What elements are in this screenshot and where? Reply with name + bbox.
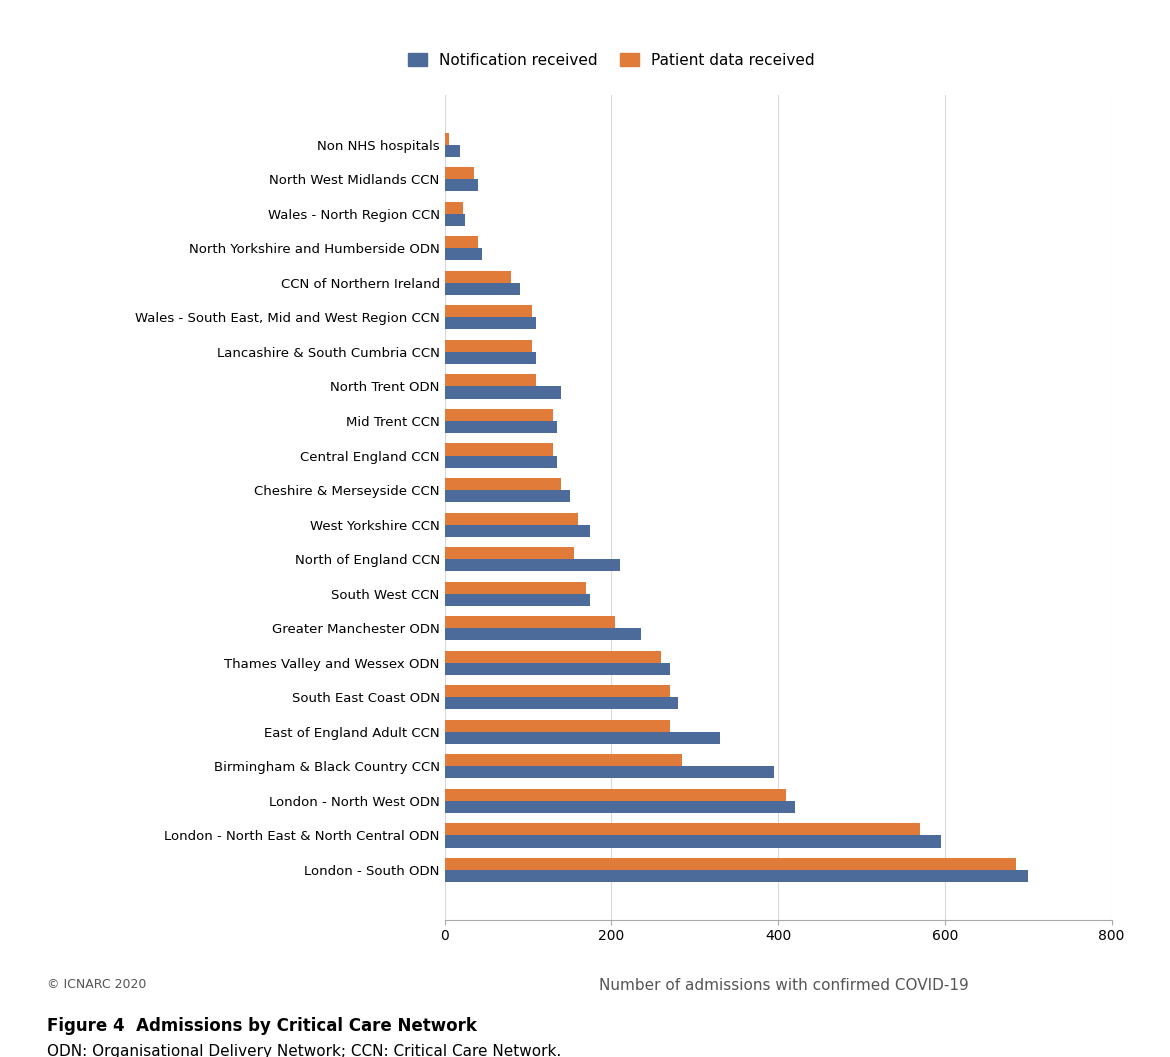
Bar xyxy=(445,685,669,698)
Bar xyxy=(445,490,570,502)
Bar xyxy=(445,180,479,191)
Bar xyxy=(445,214,466,226)
Bar xyxy=(445,444,553,456)
Bar xyxy=(445,581,586,594)
Bar xyxy=(445,456,557,467)
Bar xyxy=(445,248,482,260)
Bar xyxy=(445,663,669,674)
Bar xyxy=(445,317,536,330)
Bar xyxy=(445,374,536,387)
Bar xyxy=(445,858,1016,870)
Bar xyxy=(445,801,794,813)
Bar xyxy=(445,594,591,606)
Bar xyxy=(445,698,679,709)
Text: © ICNARC 2020: © ICNARC 2020 xyxy=(47,978,146,990)
Bar xyxy=(445,283,519,295)
Bar xyxy=(445,236,479,248)
Bar xyxy=(445,524,591,537)
Bar xyxy=(445,167,474,180)
Bar xyxy=(445,616,615,628)
Bar xyxy=(445,421,557,433)
Bar xyxy=(445,628,640,641)
Bar xyxy=(445,340,532,352)
Text: ODN: Organisational Delivery Network; CCN: Critical Care Network.: ODN: Organisational Delivery Network; CC… xyxy=(47,1044,562,1057)
Bar xyxy=(445,789,786,801)
Bar xyxy=(445,202,463,214)
Bar xyxy=(445,409,553,421)
Bar xyxy=(445,271,511,283)
Bar xyxy=(445,132,449,145)
Bar xyxy=(445,559,620,571)
Bar xyxy=(445,387,562,398)
Bar xyxy=(445,755,682,766)
Bar xyxy=(445,478,562,490)
Bar xyxy=(445,651,661,663)
Bar xyxy=(445,145,460,156)
Bar xyxy=(445,305,532,317)
Bar xyxy=(445,870,1028,883)
Bar xyxy=(445,766,773,779)
Bar xyxy=(445,352,536,364)
Bar xyxy=(445,548,573,559)
Bar xyxy=(445,835,941,848)
Text: Figure 4  Admissions by Critical Care Network: Figure 4 Admissions by Critical Care Net… xyxy=(47,1017,476,1035)
Legend: Notification received, Patient data received: Notification received, Patient data rece… xyxy=(400,45,823,75)
Bar xyxy=(445,823,920,835)
Bar xyxy=(445,513,578,524)
Text: Number of admissions with confirmed COVID-19: Number of admissions with confirmed COVI… xyxy=(599,978,969,993)
Bar xyxy=(445,731,720,744)
Bar xyxy=(445,720,669,731)
